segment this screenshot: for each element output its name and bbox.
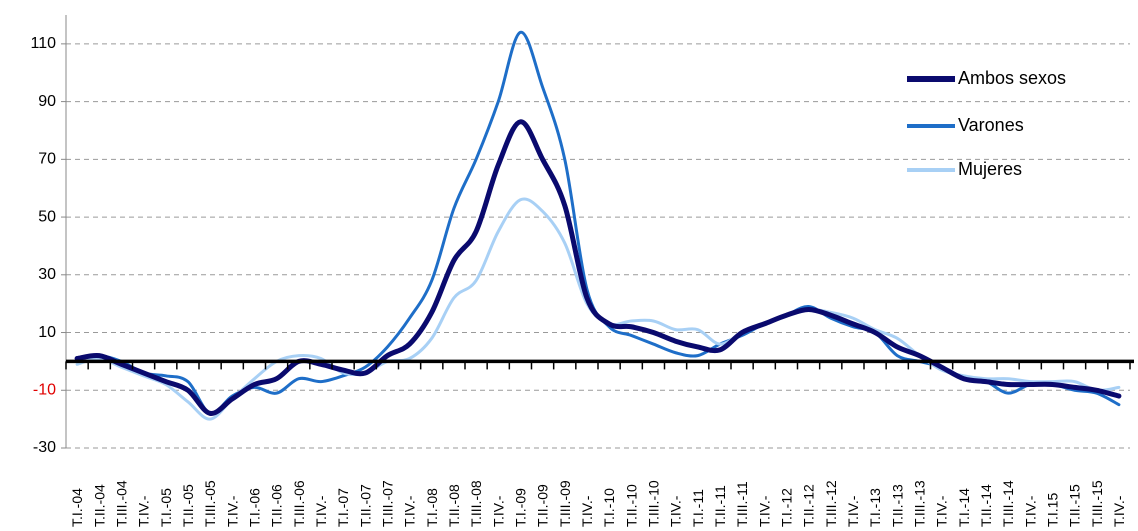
series-line-ambos-sexos xyxy=(74,119,1122,416)
x-tick-label: T.III.-15 xyxy=(1089,480,1105,527)
x-tick-label: T.I.-06 xyxy=(246,488,262,527)
x-tick-label: T.III.-04 xyxy=(113,480,129,527)
legend-label: Ambos sexos xyxy=(958,68,1066,88)
y-tick-label: 70 xyxy=(38,151,56,168)
series-lines xyxy=(74,30,1122,421)
x-tick-label: T.II.-15 xyxy=(1067,484,1083,527)
x-tick-label: T.II.-11 xyxy=(712,485,728,527)
y-tick-label: 90 xyxy=(38,93,56,110)
gridlines xyxy=(61,43,1130,449)
x-tick-label: T.I.-10 xyxy=(601,488,617,527)
x-tick-label: T.IV.- xyxy=(579,495,595,527)
x-tick-label: T.II.-08 xyxy=(446,484,462,527)
x-tick-label: T.IV.- xyxy=(313,495,329,527)
x-axis-zero-line xyxy=(65,359,1134,370)
y-tick-label: 50 xyxy=(38,208,56,225)
x-tick-label: T.IV.- xyxy=(934,495,950,527)
legend-label: Varones xyxy=(958,115,1024,135)
x-tick-label: T.I.-09 xyxy=(512,488,528,527)
y-tick-label: -30 xyxy=(33,439,56,456)
x-tick-label: T.IV.- xyxy=(224,495,240,527)
x-tick-label: T.II.-13 xyxy=(889,484,905,527)
y-tick-label: 110 xyxy=(30,35,56,52)
x-tick-label: T.I.-07 xyxy=(335,488,351,527)
x-tick-label: T.III.-13 xyxy=(911,480,927,527)
x-tick-label: T.IV.- xyxy=(756,495,772,527)
x-tick-label: T.I.-11 xyxy=(690,489,706,527)
x-tick-label: T.II.-06 xyxy=(269,484,285,527)
x-tick-label: T.IV.- xyxy=(1111,495,1127,527)
x-tick-label: T.II.-10 xyxy=(623,484,639,527)
x-tick-label: T.III.-09 xyxy=(557,480,573,527)
x-tick-label: T.III.-10 xyxy=(645,480,661,527)
x-tick-labels: T.I.-04 T.II.-04 T.III.-04 T.IV.- T.I.-05 T.I… xyxy=(69,480,1127,527)
x-tick-label: T.IV.- xyxy=(490,495,506,527)
x-tick-label: T.I.-13 xyxy=(867,488,883,527)
series-line-mujeres xyxy=(75,197,1121,421)
x-tick-label: T.II.-04 xyxy=(91,484,107,527)
x-tick-label: T.II.-05 xyxy=(180,484,196,527)
x-tick-label: T.I.-05 xyxy=(158,488,174,527)
x-tick-label: T.IV.- xyxy=(845,495,861,527)
y-tick-labels: -30 -10 10 30 50 70 90 110 xyxy=(30,35,56,456)
x-tick-label: T.IV.- xyxy=(402,495,418,527)
x-tick-label: T.IV.- xyxy=(136,495,152,527)
x-tick-label: T.III.-11 xyxy=(734,481,750,527)
x-tick-label: T.III.-06 xyxy=(291,480,307,527)
x-tick-label: T.III.-07 xyxy=(379,480,395,527)
x-tick-label: T.III.-14 xyxy=(1000,480,1016,527)
y-tick-label: -10 xyxy=(33,381,56,398)
legend: Ambos sexos Varones Mujeres xyxy=(907,68,1066,179)
x-tick-label: T.II.-07 xyxy=(357,484,373,527)
x-tick-label: T.IV.- xyxy=(668,495,684,527)
x-tick-label: T.I.-04 xyxy=(69,488,85,527)
x-tick-label: T.II.-09 xyxy=(535,484,551,527)
y-tick-label: 10 xyxy=(38,324,56,341)
x-tick-label: T.III.-05 xyxy=(202,480,218,527)
x-tick-label: T.I.-08 xyxy=(424,488,440,527)
x-tick-label: T.I.-14 xyxy=(956,488,972,527)
legend-label: Mujeres xyxy=(958,159,1022,179)
y-tick-label: 30 xyxy=(38,266,56,283)
x-tick-label: T.III.-12 xyxy=(823,480,839,527)
x-tick-label: T.II.-14 xyxy=(978,484,994,527)
x-tick-label: T.I.15 xyxy=(1044,493,1060,527)
x-tick-label: T.I.-12 xyxy=(778,488,794,527)
series-line-varones xyxy=(75,30,1121,415)
x-tick-label: T.III.-08 xyxy=(468,480,484,527)
x-tick-label: T.II.-12 xyxy=(801,484,817,527)
x-tick-label: T.IV.- xyxy=(1022,495,1038,527)
